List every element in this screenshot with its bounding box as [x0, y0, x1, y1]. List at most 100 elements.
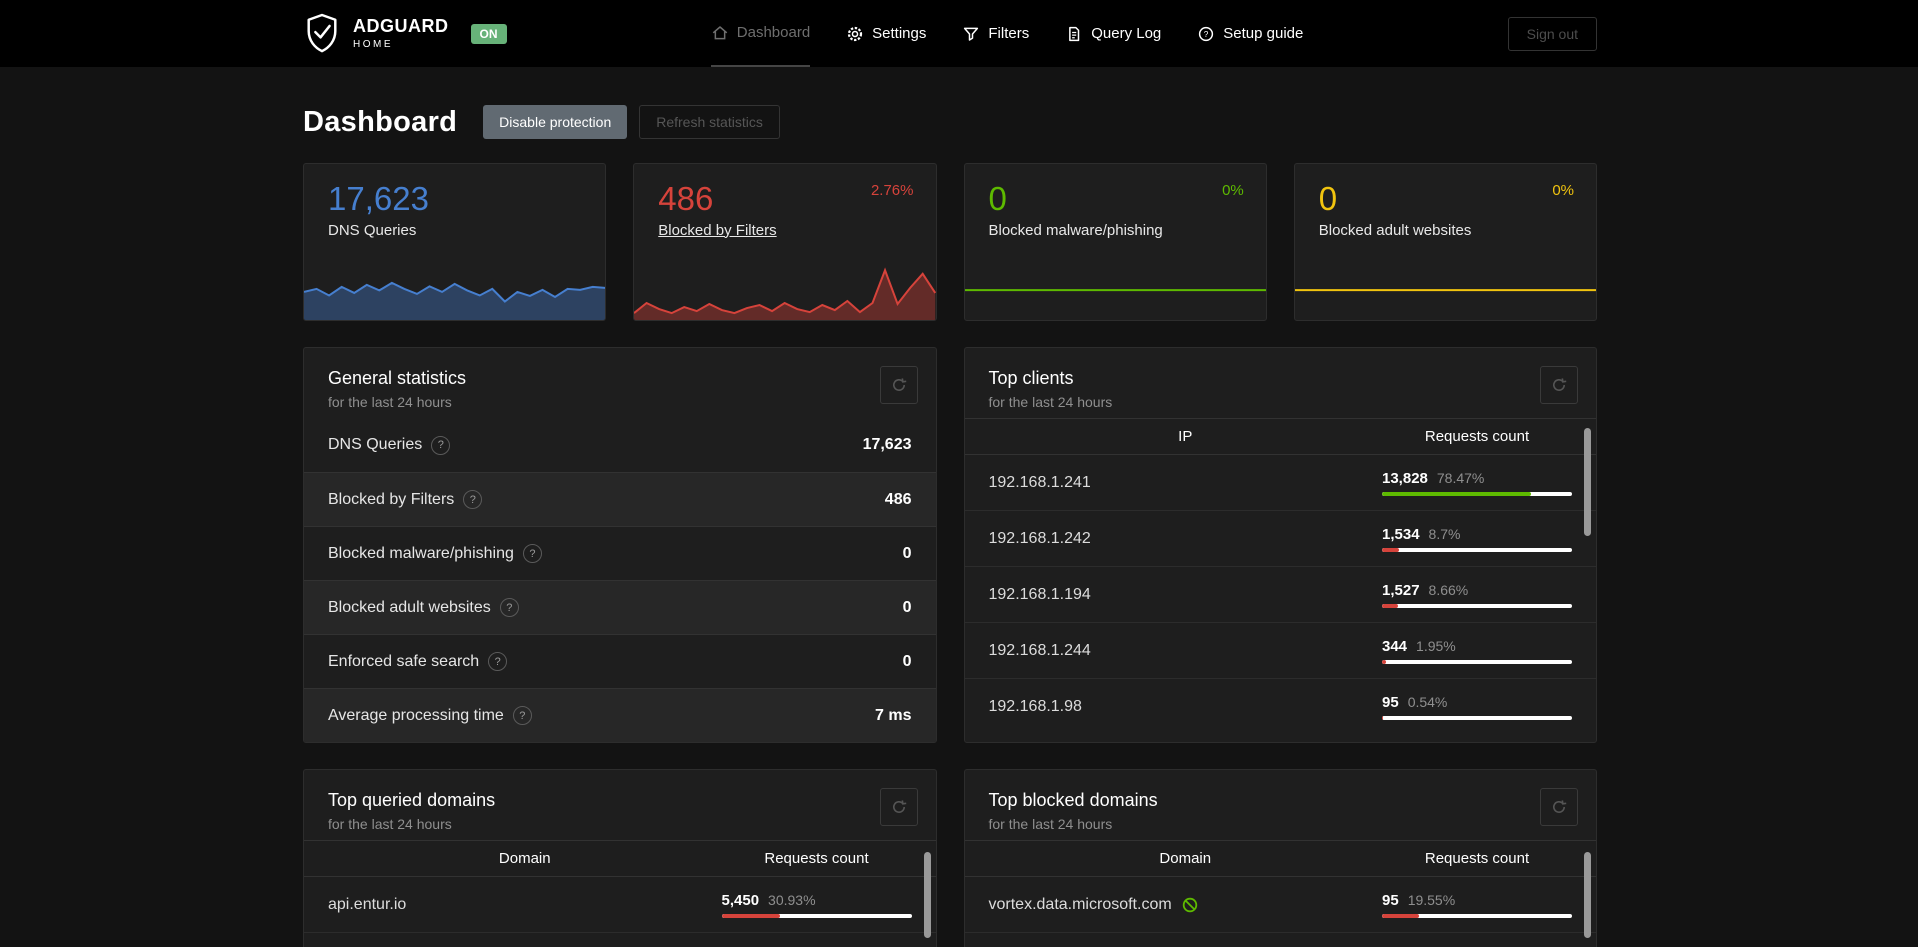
nav-menu: Dashboard Settings Filters [507, 0, 1508, 67]
help-icon[interactable]: ? [431, 435, 451, 455]
blocked-malware-value: 0 [988, 180, 1007, 217]
refresh-card-button[interactable] [879, 788, 918, 826]
requests-count: 1,527 [1382, 581, 1420, 599]
requests-count: 13,828 [1382, 469, 1428, 487]
stat-label: Enforced safe search [328, 652, 480, 670]
requests-percent: 19.55% [1407, 891, 1456, 908]
stat-cards-row: 17,623 DNS Queries 486 Blocked by Filter… [303, 163, 1597, 321]
dashboard-icon [712, 25, 728, 39]
card-title: Top blocked domains [988, 790, 1158, 810]
client-ip: 192.168.1.241 [988, 473, 1091, 491]
column-header-requests: Requests count [764, 850, 869, 867]
requests-count: 95 [1382, 891, 1399, 909]
blocked-adult-label: Blocked adult websites [1318, 221, 1472, 239]
help-icon[interactable]: ? [512, 706, 532, 725]
bottom-row: Top queried domains for the last 24 hour… [303, 769, 1597, 947]
progress-bar-fill [1382, 547, 1399, 552]
card-subtitle: for the last 24 hours [328, 394, 452, 410]
blocked-adult-percent: 0% [1552, 182, 1574, 199]
nav-label: Dashboard [736, 24, 811, 41]
sign-out-button[interactable]: Sign out [1507, 16, 1597, 51]
card-title: Top queried domains [328, 790, 496, 810]
nav-item-filters[interactable]: Filters [962, 0, 1029, 67]
nav-label: Query Log [1091, 25, 1162, 42]
help-icon[interactable]: ? [488, 652, 508, 671]
document-icon [1069, 26, 1080, 41]
blocked-filters-sparkline [634, 264, 936, 320]
blocked-adult-sparkline [1295, 264, 1596, 320]
column-header-requests: Requests count [1424, 428, 1530, 445]
help-icon[interactable]: ? [463, 490, 483, 509]
stat-row: Enforced safe search? 0 [304, 634, 936, 688]
blocked-malware-label: Blocked malware/phishing [988, 221, 1163, 239]
client-ip: 192.168.1.98 [988, 698, 1082, 715]
stat-label: DNS Queries [328, 436, 423, 453]
column-header-requests: Requests count [1424, 850, 1530, 867]
top-blocked-domains-card: Top blocked domains for the last 24 hour… [963, 769, 1597, 947]
blocked-filters-link[interactable]: Blocked by Filters [658, 221, 777, 239]
help-icon[interactable]: ? [522, 544, 542, 563]
top-queried-table: api.entur.io 5,450 30.93% [304, 877, 936, 933]
stat-value: 17,623 [862, 436, 912, 453]
table-row: api.entur.io 5,450 30.93% [304, 877, 936, 933]
disable-protection-button[interactable]: Disable protection [483, 105, 628, 139]
nav-item-dashboard[interactable]: Dashboard [710, 0, 811, 67]
column-header-domain: Domain [1159, 850, 1212, 867]
nav-item-query-log[interactable]: Query Log [1065, 0, 1161, 67]
requests-percent: 78.47% [1436, 469, 1485, 486]
top-navbar: ADGUARD HOME ON Dashboard Settings [0, 0, 1918, 67]
blocked-adult-value: 0 [1318, 180, 1338, 217]
nav-item-settings[interactable]: Settings [846, 0, 926, 67]
dns-queries-value: 17,623 [328, 180, 429, 217]
blocked-malware-card: 0 Blocked malware/phishing 0% [963, 163, 1267, 321]
card-title: Top clients [988, 368, 1074, 388]
table-row: 192.168.1.241 13,828 78.47% [964, 455, 1596, 511]
dns-queries-label: DNS Queries [328, 221, 417, 239]
scrollbar-thumb[interactable] [1584, 428, 1591, 536]
stat-row: DNS Queries? 17,623 [304, 418, 936, 472]
blocked-filters-card: 486 Blocked by Filters 2.76% [633, 163, 937, 321]
page-header: Dashboard Disable protection Refresh sta… [303, 105, 1597, 139]
refresh-statistics-button[interactable]: Refresh statistics [639, 105, 780, 139]
client-ip: 192.168.1.194 [988, 585, 1091, 603]
nav-item-setup-guide[interactable]: ? Setup guide [1197, 0, 1303, 67]
general-statistics-table: DNS Queries? 17,623 Blocked by Filters? … [304, 418, 936, 742]
refresh-icon [1553, 800, 1567, 813]
general-statistics-card: General statistics for the last 24 hours… [303, 347, 937, 743]
blocked-domain-icon [1182, 897, 1197, 912]
stat-value: 486 [884, 490, 912, 508]
scrollbar-thumb[interactable] [923, 852, 931, 938]
domain-name: api.entur.io [328, 895, 407, 913]
progress-bar-fill [1382, 716, 1384, 720]
progress-bar [1382, 603, 1572, 608]
stat-row: Blocked adult websites? 0 [304, 580, 936, 634]
stat-value: 0 [902, 652, 912, 670]
progress-bar [1382, 547, 1572, 552]
table-row: 192.168.1.244 344 1.95% [964, 623, 1596, 679]
progress-bar-fill [1382, 603, 1399, 608]
nav-label: Filters [988, 25, 1030, 42]
table-header: Domain Requests count [304, 840, 936, 877]
nav-label: Setup guide [1223, 25, 1304, 42]
scrollbar-thumb[interactable] [1584, 852, 1591, 938]
client-ip: 192.168.1.244 [988, 641, 1091, 659]
refresh-card-button[interactable] [879, 366, 918, 404]
adguard-logo[interactable]: ADGUARD HOME ON [303, 13, 507, 55]
refresh-card-button[interactable] [1540, 366, 1578, 404]
requests-percent: 30.93% [768, 891, 816, 908]
progress-bar-fill [1382, 491, 1532, 496]
dns-queries-card: 17,623 DNS Queries [303, 163, 607, 321]
stat-value: 0 [902, 598, 912, 616]
requests-count: 1,534 [1382, 525, 1420, 543]
table-header: IP Requests count [964, 418, 1596, 455]
brand-name: ADGUARD [353, 16, 449, 37]
funnel-icon [964, 27, 979, 41]
refresh-card-button[interactable] [1540, 788, 1578, 826]
main-content: Dashboard Disable protection Refresh sta… [303, 105, 1597, 947]
stat-row: Blocked by Filters? 486 [304, 472, 936, 526]
progress-bar-fill [1382, 913, 1420, 918]
protection-status-badge: ON [470, 23, 507, 44]
help-icon[interactable]: ? [499, 598, 519, 617]
card-subtitle: for the last 24 hours [988, 816, 1113, 832]
nav-label: Settings [872, 25, 927, 42]
